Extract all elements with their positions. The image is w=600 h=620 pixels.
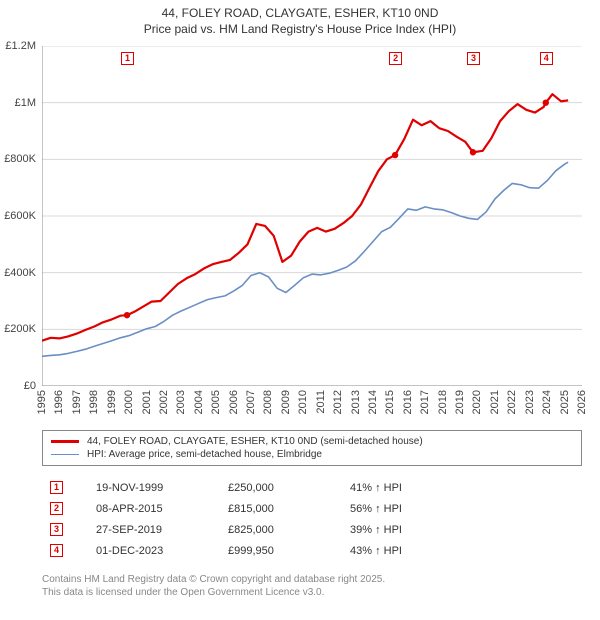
legend: 44, FOLEY ROAD, CLAYGATE, ESHER, KT10 0N…: [42, 430, 582, 466]
title-subtitle: Price paid vs. HM Land Registry's House …: [0, 22, 600, 38]
sale-hpi: 39% ↑ HPI: [350, 520, 460, 539]
x-axis-label: 2005: [210, 390, 222, 414]
x-axis-label: 2015: [384, 390, 396, 414]
chart-title-block: 44, FOLEY ROAD, CLAYGATE, ESHER, KT10 0N…: [0, 0, 600, 37]
sale-price: £999,950: [228, 541, 348, 560]
legend-label-price-paid: 44, FOLEY ROAD, CLAYGATE, ESHER, KT10 0N…: [87, 436, 423, 447]
y-axis-label: £800K: [4, 153, 36, 165]
x-axis-label: 2022: [506, 390, 518, 414]
x-axis-label: 2000: [123, 390, 135, 414]
sale-marker-3: 3: [467, 52, 480, 65]
x-axis-label: 2026: [576, 390, 588, 414]
y-axis-label: £400K: [4, 267, 36, 279]
x-axis-label: 2024: [541, 390, 553, 414]
sale-price: £815,000: [228, 499, 348, 518]
title-address: 44, FOLEY ROAD, CLAYGATE, ESHER, KT10 0N…: [0, 6, 600, 22]
x-axis-label: 2025: [559, 390, 571, 414]
footer-line2: This data is licensed under the Open Gov…: [42, 587, 385, 600]
sale-index-marker: 1: [50, 481, 63, 494]
x-axis-label: 2019: [454, 390, 466, 414]
sale-date: 01-DEC-2023: [96, 541, 226, 560]
sale-marker-1: 1: [121, 52, 134, 65]
legend-swatch-price-paid: [51, 440, 79, 442]
y-axis-label: £600K: [4, 210, 36, 222]
x-axis-label: 2020: [471, 390, 483, 414]
sale-date: 08-APR-2015: [96, 499, 226, 518]
table-row: 1 19-NOV-1999£250,00041% ↑ HPI: [44, 478, 460, 497]
chart-area: £0£200K£400K£600K£800K£1M£1.2M 199519961…: [42, 46, 582, 386]
x-axis-label: 2007: [245, 390, 257, 414]
y-axis-label: £1.2M: [5, 40, 36, 52]
x-axis-label: 2018: [437, 390, 449, 414]
sale-index-marker: 2: [50, 502, 63, 515]
x-axis-label: 2017: [419, 390, 431, 414]
x-axis-label: 1997: [71, 390, 83, 414]
table-row: 2 08-APR-2015£815,00056% ↑ HPI: [44, 499, 460, 518]
x-axis-label: 2003: [175, 390, 187, 414]
sale-hpi: 56% ↑ HPI: [350, 499, 460, 518]
x-axis-label: 2021: [489, 390, 501, 414]
legend-label-hpi: HPI: Average price, semi-detached house,…: [87, 449, 322, 460]
x-axis-label: 2016: [402, 390, 414, 414]
x-axis-label: 2004: [193, 390, 205, 414]
sale-marker-2: 2: [389, 52, 402, 65]
x-axis-label: 2013: [350, 390, 362, 414]
x-axis-label: 2008: [262, 390, 274, 414]
legend-swatch-hpi: [51, 454, 79, 456]
sale-price: £825,000: [228, 520, 348, 539]
x-axis-label: 1998: [88, 390, 100, 414]
x-axis-label: 2012: [332, 390, 344, 414]
y-axis-label: £200K: [4, 323, 36, 335]
chart-svg: [42, 46, 582, 386]
x-axis-label: 2006: [228, 390, 240, 414]
x-axis-label: 1999: [106, 390, 118, 414]
x-axis-label: 2011: [315, 390, 327, 414]
sale-marker-4: 4: [540, 52, 553, 65]
y-axis-label: £1M: [15, 97, 36, 109]
x-axis-label: 2010: [297, 390, 309, 414]
sale-index-marker: 4: [50, 544, 63, 557]
sales-table: 1 19-NOV-1999£250,00041% ↑ HPI 2 08-APR-201…: [42, 476, 462, 562]
sale-price: £250,000: [228, 478, 348, 497]
x-axis-label: 1995: [36, 390, 48, 414]
sale-date: 27-SEP-2019: [96, 520, 226, 539]
y-axis-label: £0: [24, 380, 36, 392]
x-axis-label: 2002: [158, 390, 170, 414]
x-axis-label: 2009: [280, 390, 292, 414]
legend-row-hpi: HPI: Average price, semi-detached house,…: [51, 448, 573, 461]
footer: Contains HM Land Registry data © Crown c…: [42, 574, 385, 599]
x-axis-label: 2001: [141, 390, 153, 414]
legend-row-price-paid: 44, FOLEY ROAD, CLAYGATE, ESHER, KT10 0N…: [51, 435, 573, 448]
x-axis-label: 2023: [524, 390, 536, 414]
footer-line1: Contains HM Land Registry data © Crown c…: [42, 574, 385, 587]
x-axis-label: 2014: [367, 390, 379, 414]
table-row: 4 01-DEC-2023£999,95043% ↑ HPI: [44, 541, 460, 560]
sale-hpi: 43% ↑ HPI: [350, 541, 460, 560]
sale-hpi: 41% ↑ HPI: [350, 478, 460, 497]
table-row: 3 27-SEP-2019£825,00039% ↑ HPI: [44, 520, 460, 539]
sale-date: 19-NOV-1999: [96, 478, 226, 497]
sale-index-marker: 3: [50, 523, 63, 536]
x-axis-label: 1996: [53, 390, 65, 414]
